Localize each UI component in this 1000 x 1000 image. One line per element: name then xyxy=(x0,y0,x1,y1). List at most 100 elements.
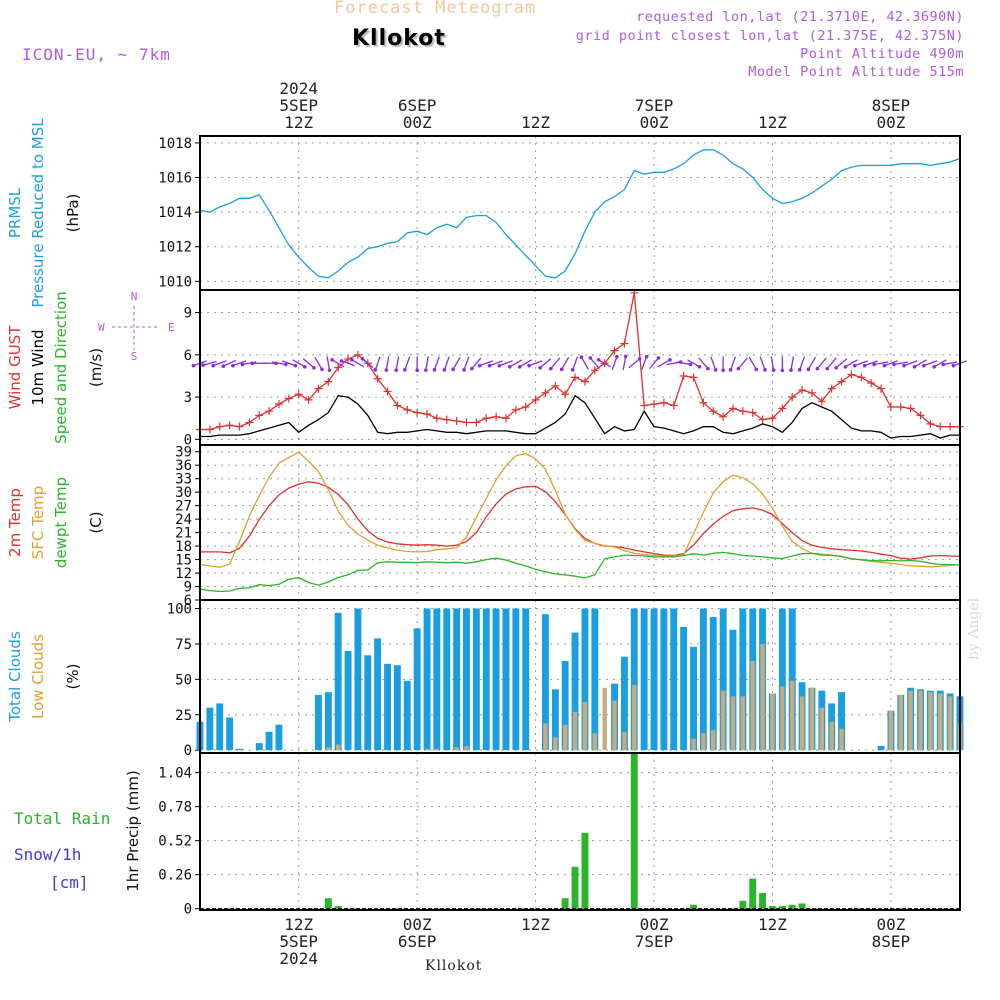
gust-marker xyxy=(501,414,510,423)
compass-south-label: S xyxy=(131,350,138,363)
bottom-time-label: 00Z xyxy=(403,915,432,934)
gust-marker xyxy=(580,377,589,386)
top-time-label: 5SEP xyxy=(279,96,318,115)
bar-total-clouds xyxy=(463,608,470,751)
gust-marker xyxy=(610,346,619,355)
wind-direction-arrow xyxy=(471,357,482,370)
wind-direction-arrow xyxy=(845,359,858,368)
y-tick-label: 1.04 xyxy=(158,766,192,782)
bar-low-clouds xyxy=(928,692,933,751)
gust-marker xyxy=(728,404,737,413)
y-tick-label: 6 xyxy=(184,593,192,609)
wind-direction-arrowhead xyxy=(637,356,642,361)
wind-direction-arrow xyxy=(489,360,503,367)
wind-direction-arrow xyxy=(923,360,938,367)
y-tick-label: 1012 xyxy=(158,240,192,256)
gust-marker xyxy=(541,388,550,397)
gust-marker xyxy=(472,418,481,427)
bar-total-clouds xyxy=(364,655,372,751)
wind-direction-arrowhead xyxy=(882,363,887,368)
series-line-2m-temp xyxy=(200,481,961,560)
bar-low-clouds xyxy=(464,745,469,751)
wind-direction-arrowhead xyxy=(293,363,298,368)
wind-direction-arrowhead xyxy=(559,367,564,372)
wind-direction-arrowhead xyxy=(339,359,344,363)
y-tick-label: 1016 xyxy=(158,171,192,187)
bar-low-clouds xyxy=(622,731,627,751)
point-altitude: Point Altitude 490m xyxy=(800,46,964,62)
gust-marker xyxy=(788,393,797,402)
gust-marker xyxy=(857,373,866,382)
gust-marker xyxy=(877,384,886,393)
gust-marker xyxy=(284,394,293,403)
panel-label: [cm] xyxy=(50,873,89,892)
gust-marker xyxy=(650,400,659,409)
gust-marker xyxy=(778,404,787,413)
wind-direction-arrow xyxy=(509,359,523,368)
wind-direction-arrow xyxy=(729,356,736,371)
bar-total-clouds xyxy=(670,608,678,751)
meteogram-title: Forecast Meteogram xyxy=(334,0,537,18)
y-tick-label: 39 xyxy=(175,445,192,461)
bottom-time-label: 12Z xyxy=(284,915,313,934)
wind-direction-arrow xyxy=(232,360,247,367)
bar-total-rain xyxy=(690,904,697,909)
series-line-10m-wind xyxy=(200,394,960,439)
wind-direction-arrow xyxy=(212,360,227,367)
gust-marker xyxy=(886,402,895,411)
bar-low-clouds xyxy=(701,733,706,751)
wind-direction-arrowhead xyxy=(403,368,407,372)
panel-unit: (hPa) xyxy=(64,194,82,233)
wind-direction-arrowhead xyxy=(423,368,428,372)
bar-low-clouds xyxy=(839,728,844,751)
y-tick-label: 24 xyxy=(175,512,192,528)
y-tick-label: 9 xyxy=(184,580,192,596)
wind-direction-arrow xyxy=(463,356,470,371)
gust-marker xyxy=(679,371,688,380)
wind-direction-arrow xyxy=(550,357,561,370)
wind-direction-arrow xyxy=(759,356,766,371)
location-title: Kllokot xyxy=(352,26,446,51)
gust-marker xyxy=(847,370,856,379)
wind-direction-arrow xyxy=(404,356,411,371)
bar-total-rain xyxy=(324,898,332,909)
bar-total-clouds xyxy=(482,608,490,751)
wind-direction-arrow xyxy=(425,356,429,371)
wind-direction-arrowhead xyxy=(789,368,793,372)
gust-marker xyxy=(314,384,323,393)
panel-label: Low Clouds xyxy=(29,634,47,719)
gust-marker xyxy=(551,381,560,390)
y-tick-label: 21 xyxy=(175,526,192,542)
gust-marker xyxy=(432,414,441,423)
bar-total-clouds xyxy=(453,608,461,751)
bar-low-clouds xyxy=(336,744,341,751)
series-line-gust xyxy=(200,292,960,431)
panel-label: 10m Wind xyxy=(29,329,47,405)
wind-direction-arrow xyxy=(222,359,237,367)
gust-marker xyxy=(205,425,214,434)
bar-total-clouds xyxy=(739,608,747,751)
top-time-label: 00Z xyxy=(403,113,432,132)
y-tick-label: 0 xyxy=(184,743,192,759)
wind-direction-arrowhead xyxy=(852,363,857,368)
gust-marker xyxy=(383,387,392,396)
compass-north-label: N xyxy=(131,290,138,303)
wind-direction-arrow xyxy=(854,360,869,367)
gust-marker xyxy=(353,350,362,359)
wind-direction-arrowhead xyxy=(507,364,512,369)
panel-frame xyxy=(199,752,961,911)
top-time-label: 00Z xyxy=(876,113,905,132)
gust-marker xyxy=(669,401,678,410)
wind-direction-arrow xyxy=(341,360,355,367)
bar-total-clouds xyxy=(660,608,668,751)
bar-total-clouds xyxy=(512,608,520,751)
wind-direction-arrow xyxy=(326,356,331,371)
panel-label: Total Clouds xyxy=(6,631,24,723)
wind-direction-arrowhead xyxy=(615,354,619,359)
top-time-label: 00Z xyxy=(640,113,669,132)
bar-low-clouds xyxy=(829,721,834,751)
wind-direction-arrow xyxy=(433,356,440,371)
panel-unit: (C) xyxy=(87,511,105,533)
bar-low-clouds xyxy=(454,747,459,751)
